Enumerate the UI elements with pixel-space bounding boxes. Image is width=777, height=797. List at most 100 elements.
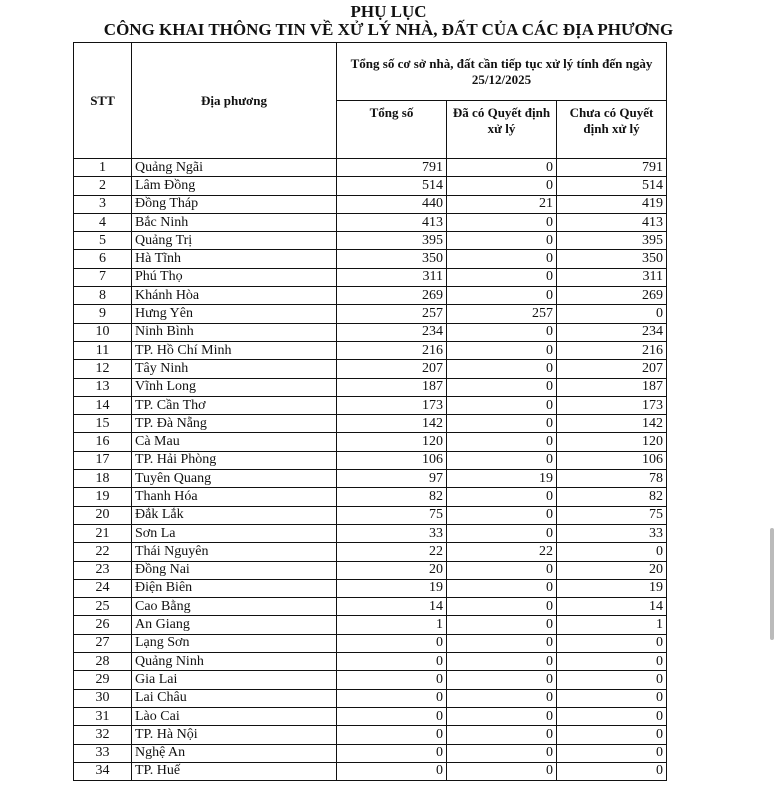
table-row: 31 Lào Cai 0 0 0 — [73, 706, 667, 727]
cell-total: 350 — [336, 249, 447, 269]
cell-stt: 27 — [73, 633, 132, 654]
cell-locality: Thanh Hóa — [131, 487, 337, 507]
cell-stt: 21 — [73, 523, 132, 544]
cell-undecided: 0 — [556, 761, 667, 782]
table-row: 22 Thái Nguyên 22 22 0 — [73, 542, 667, 562]
cell-undecided: 187 — [556, 377, 667, 397]
cell-total: 257 — [336, 304, 447, 324]
cell-total: 1 — [336, 615, 447, 635]
table-row: 34 TP. Huế 0 0 0 — [73, 761, 667, 782]
cell-decided: 0 — [446, 615, 557, 635]
cell-stt: 29 — [73, 670, 132, 690]
document-title: PHỤ LỤC — [350, 2, 427, 21]
cell-decided: 0 — [446, 414, 557, 434]
cell-locality: Lai Châu — [131, 688, 337, 708]
cell-decided: 0 — [446, 761, 557, 782]
table-row: 19 Thanh Hóa 82 0 82 — [73, 487, 667, 507]
cell-locality: TP. Hải Phòng — [131, 450, 337, 471]
cell-stt: 14 — [73, 395, 132, 416]
cell-stt: 23 — [73, 560, 132, 580]
cell-stt: 3 — [73, 194, 132, 214]
cell-decided: 0 — [446, 578, 557, 599]
cell-total: 514 — [336, 176, 447, 196]
cell-decided: 0 — [446, 523, 557, 544]
table-row: 26 An Giang 1 0 1 — [73, 615, 667, 635]
cell-decided: 0 — [446, 633, 557, 654]
cell-total: 0 — [336, 743, 447, 763]
cell-decided: 0 — [446, 176, 557, 196]
cell-stt: 2 — [73, 176, 132, 196]
cell-undecided: 19 — [556, 578, 667, 599]
cell-total: 14 — [336, 597, 447, 617]
document-subtitle: CÔNG KHAI THÔNG TIN VỀ XỬ LÝ NHÀ, ĐẤT CỦ… — [103, 20, 674, 39]
cell-stt: 7 — [73, 267, 132, 288]
table-row: 2 Lâm Đồng 514 0 514 — [73, 176, 667, 196]
cell-undecided: 142 — [556, 414, 667, 434]
cell-decided: 0 — [446, 487, 557, 507]
cell-locality: TP. Cần Thơ — [131, 395, 337, 416]
cell-locality: Sơn La — [131, 523, 337, 544]
table-row: 1 Quảng Ngãi 791 0 791 — [73, 157, 667, 178]
cell-total: 106 — [336, 450, 447, 471]
cell-locality: Đồng Nai — [131, 560, 337, 580]
cell-decided: 0 — [446, 670, 557, 690]
cell-undecided: 0 — [556, 304, 667, 324]
cell-locality: Quảng Ninh — [131, 652, 337, 672]
table-row: 12 Tây Ninh 207 0 207 — [73, 359, 667, 379]
cell-undecided: 173 — [556, 395, 667, 416]
cell-locality: Lạng Sơn — [131, 633, 337, 654]
cell-total: 234 — [336, 322, 447, 342]
cell-locality: TP. Đà Nẵng — [131, 414, 337, 434]
scrollbar[interactable] — [770, 528, 774, 640]
cell-stt: 10 — [73, 322, 132, 342]
cell-locality: Vĩnh Long — [131, 377, 337, 397]
cell-locality: Đồng Tháp — [131, 194, 337, 214]
cell-undecided: 269 — [556, 286, 667, 306]
table-row: 32 TP. Hà Nội 0 0 0 — [73, 725, 667, 745]
table-row: 24 Điện Biên 19 0 19 — [73, 578, 667, 599]
cell-total: 311 — [336, 267, 447, 288]
cell-locality: Khánh Hòa — [131, 286, 337, 306]
cell-decided: 22 — [446, 542, 557, 562]
cell-stt: 18 — [73, 469, 132, 489]
cell-decided: 0 — [446, 377, 557, 397]
cell-decided: 19 — [446, 469, 557, 489]
locality-table: STT Địa phương Tổng số cơ sở nhà, đất cầ… — [73, 42, 667, 782]
cell-stt: 33 — [73, 743, 132, 763]
header-group: Tổng số cơ sở nhà, đất cần tiếp tục xử l… — [336, 42, 667, 101]
cell-total: 413 — [336, 212, 447, 233]
table-row: 11 TP. Hồ Chí Minh 216 0 216 — [73, 340, 667, 361]
cell-stt: 4 — [73, 212, 132, 233]
cell-decided: 0 — [446, 322, 557, 342]
cell-decided: 0 — [446, 359, 557, 379]
cell-locality: Tây Ninh — [131, 359, 337, 379]
cell-undecided: 0 — [556, 725, 667, 745]
cell-total: 216 — [336, 340, 447, 361]
cell-stt: 26 — [73, 615, 132, 635]
cell-undecided: 78 — [556, 469, 667, 489]
cell-total: 97 — [336, 469, 447, 489]
table-row: 25 Cao Bằng 14 0 14 — [73, 597, 667, 617]
cell-locality: Phú Thọ — [131, 267, 337, 288]
cell-decided: 21 — [446, 194, 557, 214]
cell-undecided: 82 — [556, 487, 667, 507]
cell-undecided: 1 — [556, 615, 667, 635]
cell-stt: 15 — [73, 414, 132, 434]
cell-locality: Bắc Ninh — [131, 212, 337, 233]
cell-undecided: 419 — [556, 194, 667, 214]
cell-total: 22 — [336, 542, 447, 562]
cell-undecided: 514 — [556, 176, 667, 196]
cell-locality: Hà Tĩnh — [131, 249, 337, 269]
cell-undecided: 0 — [556, 633, 667, 654]
cell-total: 269 — [336, 286, 447, 306]
cell-total: 82 — [336, 487, 447, 507]
cell-undecided: 75 — [556, 505, 667, 525]
cell-stt: 9 — [73, 304, 132, 324]
cell-total: 0 — [336, 633, 447, 654]
cell-stt: 11 — [73, 340, 132, 361]
cell-locality: Tuyên Quang — [131, 469, 337, 489]
cell-decided: 0 — [446, 231, 557, 251]
cell-undecided: 0 — [556, 542, 667, 562]
cell-stt: 6 — [73, 249, 132, 269]
